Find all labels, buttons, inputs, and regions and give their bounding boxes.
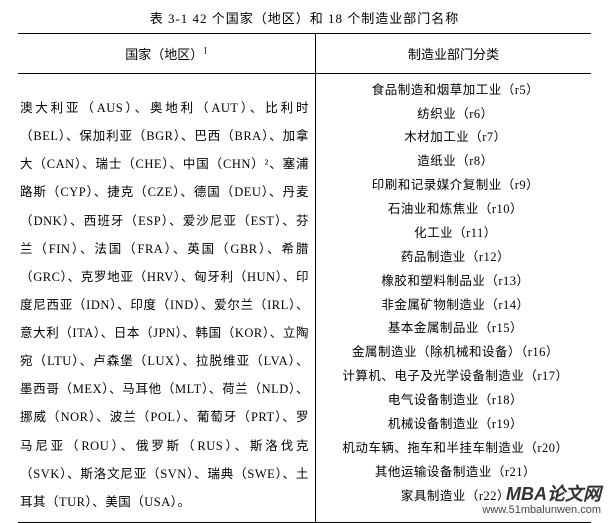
industries-cell: 食品制造和烟草加工业（r5）纺织业（r6）木材加工业（r7）造纸业（r8）印刷和… xyxy=(316,74,591,522)
industry-item: 纺织业（r6） xyxy=(322,102,589,126)
header-left-sup: 1 xyxy=(203,46,208,56)
countries-cell: 澳大利亚（AUS）、奥地利（AUT）、比利时（BEL）、保加利亚（BGR）、巴西… xyxy=(18,74,316,522)
industry-item: 计算机、电子及光学设备制造业（r17） xyxy=(322,365,589,389)
table-header-row: 国家（地区）1 制造业部门分类 xyxy=(18,34,591,74)
industry-item: 药品制造业（r12） xyxy=(322,245,589,269)
industry-item: 金属制造业（除机械和设备）（r16） xyxy=(322,341,589,365)
table: 国家（地区）1 制造业部门分类 澳大利亚（AUS）、奥地利（AUT）、比利时（B… xyxy=(18,33,591,523)
watermark-url: www.51mbalunwen.com xyxy=(482,504,601,516)
industry-item: 化工业（r11） xyxy=(322,221,589,245)
watermark-title: MBA论文网 xyxy=(482,480,601,506)
table-body-row: 澳大利亚（AUS）、奥地利（AUT）、比利时（BEL）、保加利亚（BGR）、巴西… xyxy=(18,74,591,522)
industry-item: 非金属矿物制造业（r14） xyxy=(322,293,589,317)
table-caption: 表 3-1 42 个国家（地区）和 18 个制造业部门名称 xyxy=(18,8,591,27)
header-left-text: 国家（地区） xyxy=(125,47,203,62)
industry-item: 电气设备制造业（r18） xyxy=(322,388,589,412)
industry-item: 印刷和记录媒介复制业（r9） xyxy=(322,174,589,198)
header-countries: 国家（地区）1 xyxy=(18,34,316,73)
industry-item: 机动车辆、拖车和半挂车制造业（r20） xyxy=(322,436,589,460)
table-container: 表 3-1 42 个国家（地区）和 18 个制造业部门名称 国家（地区）1 制造… xyxy=(0,0,609,523)
industry-item: 木材加工业（r7） xyxy=(322,126,589,150)
watermark: MBA论文网 www.51mbalunwen.com xyxy=(482,480,601,516)
industry-item: 机械设备制造业（r19） xyxy=(322,412,589,436)
industry-item: 造纸业（r8） xyxy=(322,150,589,174)
industry-item: 食品制造和烟草加工业（r5） xyxy=(322,78,589,102)
industry-item: 基本金属制品业（r15） xyxy=(322,317,589,341)
industry-item: 石油业和炼焦业（r10） xyxy=(322,197,589,221)
industry-item: 橡胶和塑料制品业（r13） xyxy=(322,269,589,293)
header-industries: 制造业部门分类 xyxy=(316,34,591,73)
